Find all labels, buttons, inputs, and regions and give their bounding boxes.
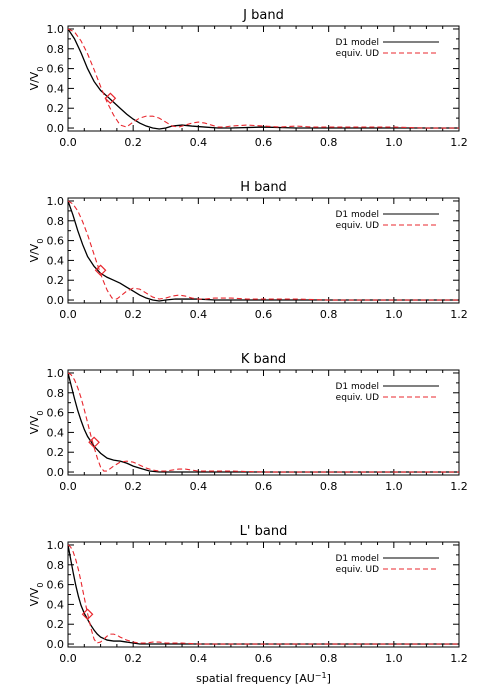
- x-tick-label: 0.4: [190, 136, 208, 149]
- x-tick-label: 1.2: [450, 136, 468, 149]
- x-tick-label: 1.0: [385, 308, 403, 321]
- diamond-marker: [81, 608, 94, 621]
- legend-label: equiv. UD: [336, 565, 379, 575]
- x-tick-label: 0.2: [124, 308, 142, 321]
- x-tick-label: 1.0: [385, 652, 403, 665]
- x-tick-label: 0.0: [59, 652, 77, 665]
- x-tick-label: 0.2: [124, 480, 142, 493]
- series-d1-model-line: [68, 28, 459, 130]
- x-tick-label: 0.0: [59, 308, 77, 321]
- panel-title: L' band: [240, 524, 288, 539]
- series-d1-model-line: [68, 372, 459, 473]
- x-tick-label: 0.8: [320, 136, 338, 149]
- y-tick-label: 0.6: [47, 579, 65, 592]
- y-tick-label: 0.4: [47, 598, 65, 611]
- x-tick-label: 0.4: [190, 308, 208, 321]
- x-tick-label: 0.6: [255, 308, 273, 321]
- x-tick-label: 0.6: [255, 652, 273, 665]
- x-tick-label: 1.2: [450, 652, 468, 665]
- x-tick-label: 0.2: [124, 136, 142, 149]
- y-tick-label: 1.0: [47, 195, 65, 208]
- x-tick-label: 0.8: [320, 480, 338, 493]
- x-tick-label: 1.0: [385, 480, 403, 493]
- legend-label: equiv. UD: [336, 49, 379, 59]
- x-axis-label: spatial frequency [AU−1]: [196, 671, 331, 686]
- x-tick-label: 1.2: [450, 308, 468, 321]
- x-tick-label: 0.0: [59, 480, 77, 493]
- y-tick-label: 1.0: [47, 23, 65, 36]
- x-tick-label: 1.0: [385, 136, 403, 149]
- x-tick-label: 0.8: [320, 652, 338, 665]
- y-tick-label: 0.4: [47, 82, 65, 95]
- x-tick-label: 0.2: [124, 652, 142, 665]
- legend-label: D1 model: [335, 382, 379, 392]
- chart-panel-3: K band 0.0 0.2 0.4 0.6 0.8 1.0 1.2 0.0 0.2 0.4 0.6 0…: [28, 352, 468, 493]
- y-axis-label: V/V0: [28, 239, 45, 263]
- legend-label: equiv. UD: [336, 221, 379, 231]
- y-tick-label: 0.6: [47, 235, 65, 248]
- panel-title: H band: [240, 180, 287, 195]
- y-axis-label: V/V0: [28, 67, 45, 91]
- x-tick-label: 0.4: [190, 652, 208, 665]
- legend-label: D1 model: [335, 38, 379, 48]
- y-tick-label: 0.2: [47, 446, 65, 459]
- y-axis-label: V/V0: [28, 411, 45, 435]
- chart-panel-2: H band 0.0 0.2 0.4 0.6 0.8 1.0 1.2 0.0 0.2 0.4 0.6 0…: [28, 180, 468, 321]
- panel-title: J band: [242, 8, 284, 23]
- diamond-marker: [104, 92, 117, 105]
- diamond-marker: [94, 264, 107, 277]
- y-tick-label: 0.4: [47, 426, 65, 439]
- diamond-marker: [88, 436, 100, 449]
- series-equiv-ud-line: [68, 372, 459, 473]
- series-d1-model-line: [68, 200, 459, 302]
- legend-label: D1 model: [335, 210, 379, 220]
- y-tick-label: 0.2: [47, 102, 65, 115]
- panel-title: K band: [241, 352, 286, 367]
- x-tick-label: 1.2: [450, 480, 468, 493]
- chart-panel-4: L' band 0.0 0.2 0.4 0.6 0.8 1.0 1.2 0.0 0.2 0.4 0.6…: [28, 524, 468, 665]
- y-tick-label: 0.6: [47, 407, 65, 420]
- y-axis-label: V/V0: [28, 583, 45, 607]
- series-equiv-ud-line: [68, 544, 459, 645]
- y-tick-label: 0.0: [47, 122, 65, 135]
- y-tick-label: 0.0: [47, 466, 65, 479]
- x-tick-label: 0.4: [190, 480, 208, 493]
- y-tick-label: 0.8: [47, 559, 65, 572]
- y-tick-label: 0.8: [47, 215, 65, 228]
- y-tick-label: 1.0: [47, 539, 65, 552]
- series-equiv-ud-line: [68, 28, 459, 129]
- series-equiv-ud-line: [68, 200, 459, 301]
- y-tick-label: 0.0: [47, 638, 65, 651]
- y-tick-label: 0.4: [47, 254, 65, 267]
- x-tick-label: 0.0: [59, 136, 77, 149]
- y-tick-label: 0.0: [47, 294, 65, 307]
- y-tick-label: 0.8: [47, 43, 65, 56]
- y-tick-label: 0.2: [47, 618, 65, 631]
- series-d1-model-line: [68, 544, 459, 645]
- y-tick-label: 1.0: [47, 367, 65, 380]
- x-tick-label: 0.6: [255, 480, 273, 493]
- legend-label: D1 model: [335, 554, 379, 564]
- chart-panel-1: J band 0.0 0.2 0.4 0.6 0.8 1.0 1.2 0.0 0.2 0.4 0.6 0…: [28, 8, 468, 149]
- y-tick-label: 0.6: [47, 63, 65, 76]
- legend-label: equiv. UD: [336, 393, 379, 403]
- y-tick-label: 0.2: [47, 274, 65, 287]
- x-tick-label: 0.6: [255, 136, 273, 149]
- x-tick-label: 0.8: [320, 308, 338, 321]
- y-tick-label: 0.8: [47, 387, 65, 400]
